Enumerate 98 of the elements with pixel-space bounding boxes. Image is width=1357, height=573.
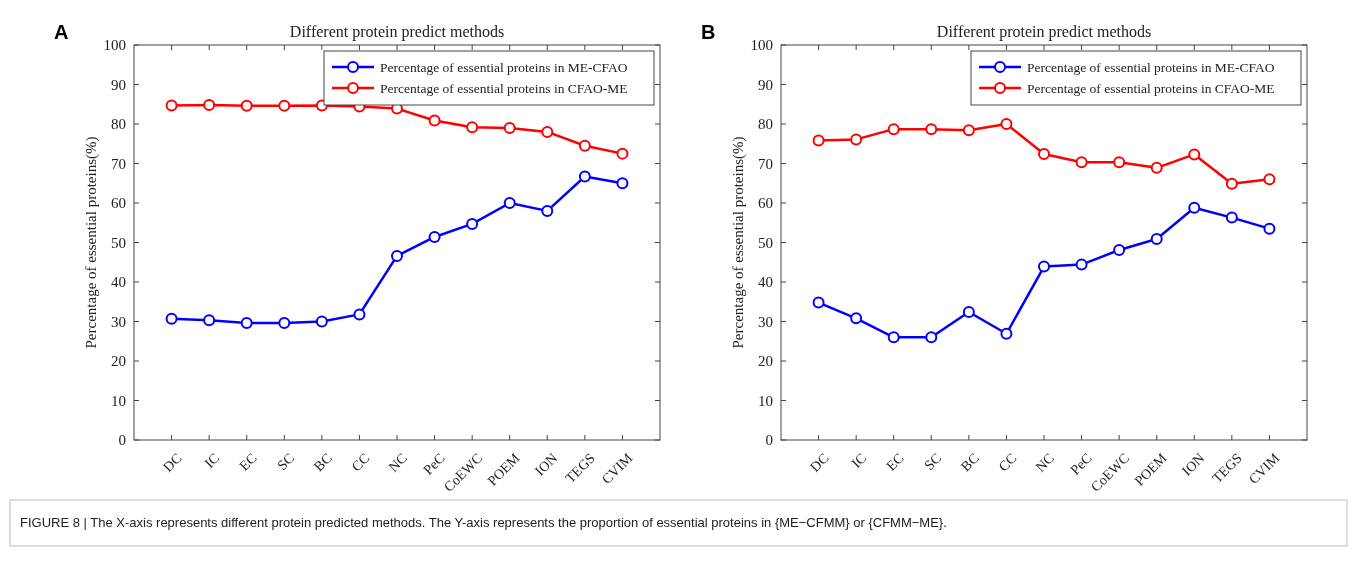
point: [1000, 118, 1013, 130]
point: [616, 147, 629, 160]
point: [1150, 232, 1163, 245]
point: [278, 317, 291, 330]
point: [541, 125, 554, 138]
x-tick-label: BC: [311, 450, 335, 475]
y-tick-label: 20: [111, 353, 126, 370]
x-tick-label: DC: [160, 450, 185, 475]
point: [1075, 156, 1088, 169]
legend-label: Percentage of essential proteins in CFAO-ME: [1027, 80, 1275, 96]
point: [850, 312, 863, 325]
y-tick-label: 100: [103, 37, 126, 54]
point: [428, 114, 441, 127]
point: [541, 204, 554, 217]
x-tick-label: EC: [883, 450, 907, 474]
point: [1075, 258, 1088, 271]
y-tick-label: 60: [758, 195, 773, 212]
point: [1113, 244, 1126, 257]
x-tick-label: PeC: [420, 450, 448, 478]
point: [278, 99, 291, 112]
point: [1150, 161, 1163, 174]
x-tick-label: EC: [236, 450, 260, 474]
x-tick-label: PeC: [1067, 450, 1095, 478]
point: [165, 99, 178, 112]
point: [616, 177, 629, 190]
point: [925, 123, 938, 136]
legend-label: Percentage of essential proteins in ME-CFAO: [380, 59, 628, 75]
y-tick-label: 40: [758, 274, 773, 291]
point: [850, 133, 863, 146]
x-tick-label: NC: [1032, 450, 1058, 475]
y-tick-label: 50: [758, 234, 773, 251]
point: [466, 121, 479, 134]
y-tick-label: 70: [758, 155, 773, 172]
y-tick-label: 30: [758, 313, 773, 330]
point: [925, 331, 938, 344]
point: [503, 121, 516, 134]
y-tick-label: 80: [758, 116, 773, 133]
point: [887, 331, 900, 344]
point: [391, 249, 403, 262]
point: [1188, 148, 1201, 161]
x-tick-label: DC: [807, 450, 832, 475]
point: [962, 306, 975, 319]
y-tick-label: 0: [765, 432, 773, 449]
y-axis-title: Percentage of essential proteins(%): [83, 136, 100, 349]
point: [812, 296, 825, 309]
y-tick-label: 70: [111, 155, 126, 172]
point: [578, 139, 591, 152]
y-tick-label: 10: [758, 392, 773, 409]
y-tick-label: 40: [111, 274, 126, 291]
x-tick-label: BC: [958, 450, 982, 475]
point: [503, 197, 516, 209]
point: [428, 230, 441, 243]
point: [1038, 260, 1050, 273]
point: [240, 317, 253, 330]
point: [887, 123, 900, 136]
x-tick-label: IC: [201, 450, 223, 471]
legend-label: Percentage of essential proteins in CFAO-ME: [380, 80, 628, 96]
y-tick-label: 60: [111, 195, 126, 212]
point: [1225, 211, 1238, 224]
point: [1000, 327, 1013, 340]
point: [962, 124, 975, 137]
point: [165, 312, 178, 325]
y-tick-label: 50: [111, 234, 126, 251]
point: [315, 315, 328, 328]
x-tick-label: SC: [921, 450, 945, 474]
y-tick-label: 20: [758, 353, 773, 370]
caption: FIGURE 8 | The X-axis represents different protein predicted methods. The Y-axis represents the proportion of essential proteins in {ME−CFMM} or {CFMM−ME}.: [20, 515, 947, 530]
legend-label: Percentage of essential proteins in ME-CFAO: [1027, 59, 1275, 75]
y-tick-label: 100: [750, 37, 773, 54]
x-tick-label: CC: [995, 450, 1020, 475]
chart-title: Different protein predict methods: [936, 23, 1152, 41]
y-tick-label: 0: [118, 432, 126, 449]
chart-title: Different protein predict methods: [289, 23, 505, 41]
point: [353, 308, 366, 321]
point: [1225, 177, 1238, 190]
point: [466, 217, 479, 230]
x-tick-label: IC: [848, 450, 870, 471]
point: [812, 134, 825, 147]
point: [1038, 148, 1050, 161]
x-tick-label: SC: [274, 450, 298, 474]
text: B: [701, 21, 716, 43]
y-tick-label: 30: [111, 313, 126, 330]
y-tick-label: 90: [111, 76, 126, 93]
text: A: [54, 21, 69, 43]
point: [203, 99, 216, 112]
y-tick-label: 10: [111, 392, 126, 409]
point: [1263, 173, 1276, 186]
point: [240, 99, 253, 112]
x-tick-label: CC: [348, 450, 373, 475]
point: [1188, 201, 1201, 214]
point: [578, 170, 591, 183]
point: [203, 314, 216, 327]
x-tick-label: NC: [385, 450, 411, 475]
point: [1263, 222, 1276, 235]
y-tick-label: 80: [111, 116, 126, 133]
point: [1113, 156, 1126, 169]
y-tick-label: 90: [758, 76, 773, 93]
y-axis-title: Percentage of essential proteins(%): [730, 136, 747, 349]
